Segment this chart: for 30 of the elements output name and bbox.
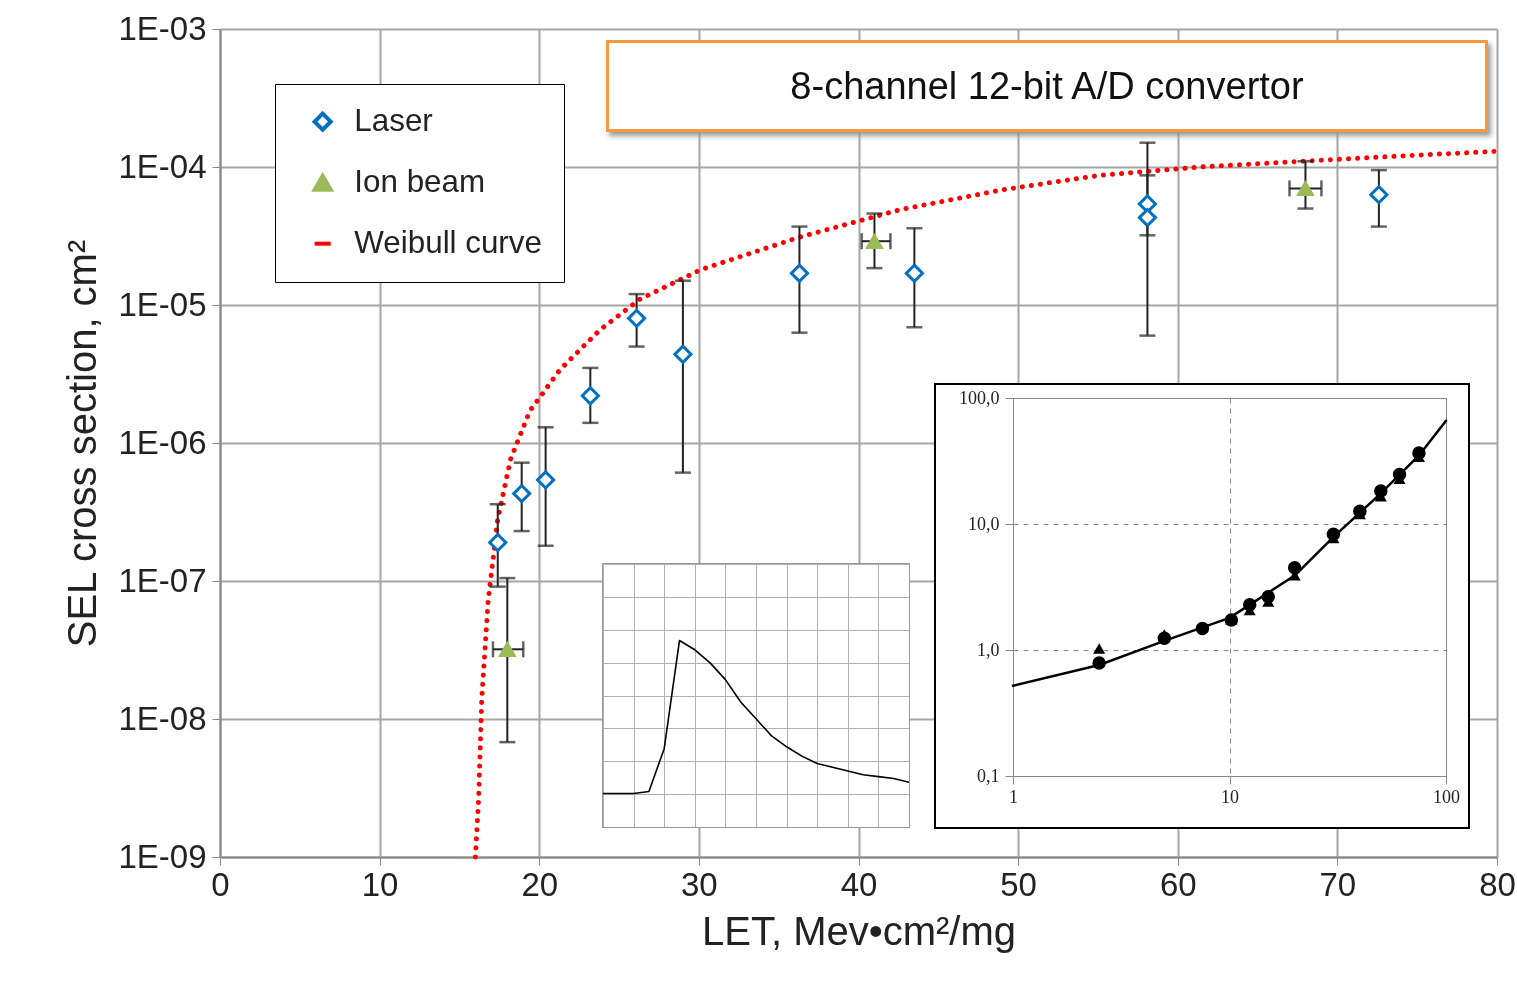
- y-tick-label: 1E-09: [118, 837, 207, 875]
- y-tick-label: 1E-03: [118, 9, 207, 47]
- label-box: 8-channel 12-bit A/D convertor: [606, 40, 1488, 132]
- x-tick-label: 20: [521, 865, 559, 903]
- annotation: 8-channel 12-bit A/D convertor: [790, 64, 1304, 108]
- y-tick-label: 0,1: [977, 765, 1000, 786]
- y-tick-label: 1E-06: [118, 423, 207, 461]
- x-tick-label: 50: [1000, 865, 1037, 903]
- legend-label: Laser: [354, 102, 433, 138]
- legend-label: Ion beam: [354, 163, 486, 199]
- x-tick-label: 10: [361, 865, 399, 903]
- y-tick-label: 1E-04: [118, 147, 207, 185]
- x-tick-label: 10: [1221, 786, 1239, 807]
- x-tick-label: 1: [1009, 786, 1018, 807]
- x-tick-label: 100: [1433, 786, 1460, 807]
- x-tick-label: 40: [840, 865, 878, 903]
- x-tick-label: 70: [1319, 865, 1357, 903]
- y-tick-label: 100,0: [959, 387, 1000, 408]
- x-tick-label: 30: [681, 865, 718, 903]
- y-tick-label: 10,0: [968, 513, 1000, 534]
- x-axis-title: LET, Mev•cm²/mg: [701, 908, 1017, 953]
- legend-label: Weibull curve: [354, 224, 542, 260]
- y-axis-title: SEL cross section, cm²: [60, 239, 105, 648]
- x-tick-label: 0: [211, 865, 230, 903]
- y-tick-label: 1E-05: [118, 285, 207, 323]
- y-tick-label: 1E-07: [118, 561, 207, 599]
- x-tick-label: 60: [1159, 865, 1197, 903]
- x-tick-label: 80: [1479, 865, 1516, 903]
- y-tick-label: 1E-08: [118, 699, 207, 737]
- y-tick-label: 1,0: [977, 639, 1000, 660]
